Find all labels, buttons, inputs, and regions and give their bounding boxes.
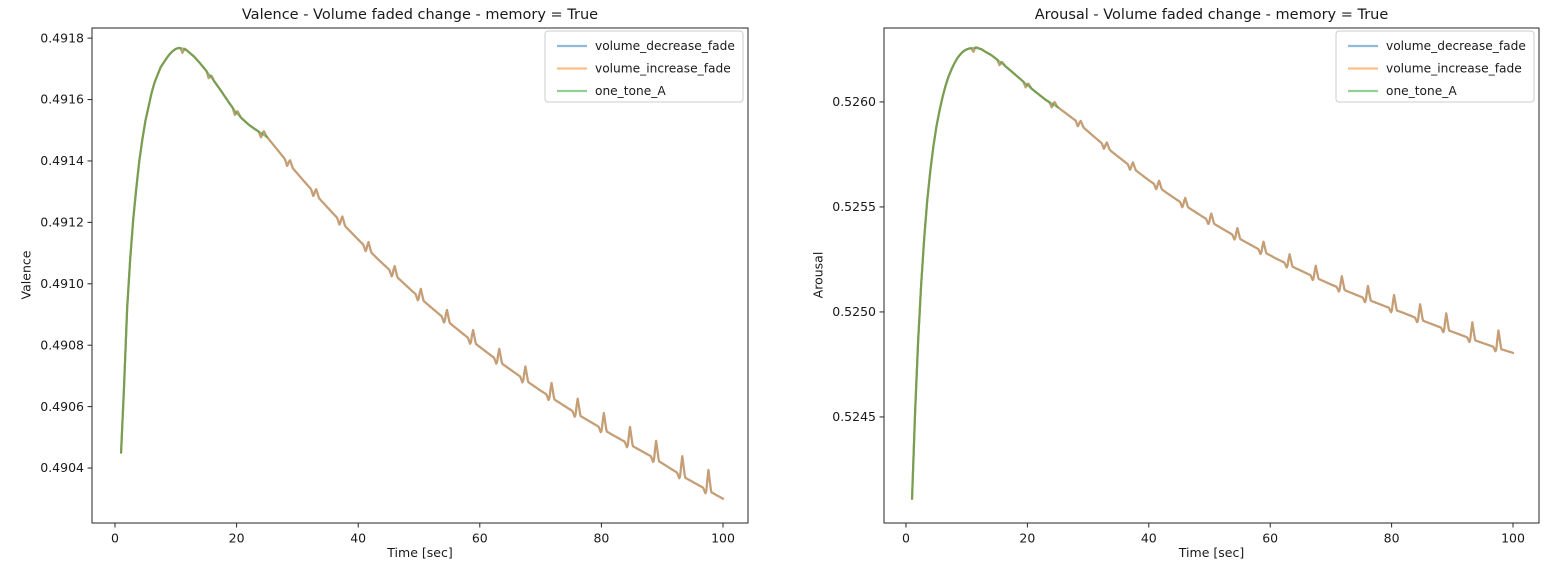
y-tick-label: 0.5245 xyxy=(832,409,876,424)
series-volume_increase_fade xyxy=(910,46,1515,500)
x-tick-label: 0 xyxy=(902,531,910,546)
series-one_tone_A xyxy=(910,46,1059,500)
y-tick-label: 0.4904 xyxy=(40,460,84,475)
y-tick-label: 0.4912 xyxy=(40,215,84,230)
plot-frame xyxy=(883,27,1540,524)
legend-label-one_tone_A: one_tone_A xyxy=(1386,84,1457,98)
y-tick-label: 0.5260 xyxy=(832,94,876,109)
legend-label-volume_decrease_fade: volume_decrease_fade xyxy=(1386,39,1526,53)
series-volume_decrease_fade xyxy=(910,46,1515,500)
legend-label-volume_increase_fade: volume_increase_fade xyxy=(595,62,731,76)
series-one_tone_A xyxy=(119,46,269,454)
x-tick-label: 20 xyxy=(1019,531,1035,546)
x-tick-label: 0 xyxy=(111,531,119,546)
x-tick-label: 40 xyxy=(1141,531,1157,546)
right-x-axis-label: Time [sec] xyxy=(1178,545,1245,560)
x-tick-label: 100 xyxy=(1501,531,1525,546)
left-y-axis-label: Valence xyxy=(18,250,34,300)
legend-box xyxy=(1335,30,1535,103)
y-tick-label: 0.5255 xyxy=(832,199,876,214)
series-volume_increase_fade xyxy=(119,46,725,500)
right-y-axis-label: Arousal xyxy=(810,251,826,299)
x-tick-label: 40 xyxy=(350,531,366,546)
legend-label-one_tone_A: one_tone_A xyxy=(595,84,666,98)
left-chart-title: Valence - Volume faded change - memory =… xyxy=(241,7,599,23)
legend: volume_decrease_fade volume_increase_fade… xyxy=(544,30,744,103)
x-tick-label: 60 xyxy=(472,531,488,546)
x-tick-label: 80 xyxy=(593,531,609,546)
y-tick-label: 0.4914 xyxy=(40,153,84,168)
chart-0: 0 20 40 60 80 100 0.4904 0.4906 0.4908 0.4910 0.49… xyxy=(40,27,749,546)
legend-box xyxy=(544,30,744,103)
y-tick-label: 0.4916 xyxy=(40,92,84,107)
chart-1: 0 20 40 60 80 100 0.5245 0.5250 0.5255 0.5260 volu… xyxy=(832,27,1540,546)
y-tick-label: 0.4910 xyxy=(40,276,84,291)
x-tick-label: 60 xyxy=(1262,531,1278,546)
x-tick-label: 80 xyxy=(1384,531,1400,546)
legend-label-volume_decrease_fade: volume_decrease_fade xyxy=(595,39,735,53)
y-tick-label: 0.4918 xyxy=(40,30,84,45)
legend-label-volume_increase_fade: volume_increase_fade xyxy=(1386,62,1522,76)
left-x-axis-label: Time [sec] xyxy=(387,545,453,560)
plot-frame xyxy=(91,27,749,524)
legend: volume_decrease_fade volume_increase_fade… xyxy=(1335,30,1535,103)
right-chart-title: Arousal - Volume faded change - memory =… xyxy=(1034,7,1389,23)
y-tick-label: 0.4906 xyxy=(40,399,84,414)
y-tick-label: 0.5250 xyxy=(832,304,876,319)
y-tick-label: 0.4908 xyxy=(40,337,84,352)
series-volume_decrease_fade xyxy=(119,46,725,500)
x-tick-label: 20 xyxy=(229,531,245,546)
x-tick-label: 100 xyxy=(711,531,735,546)
